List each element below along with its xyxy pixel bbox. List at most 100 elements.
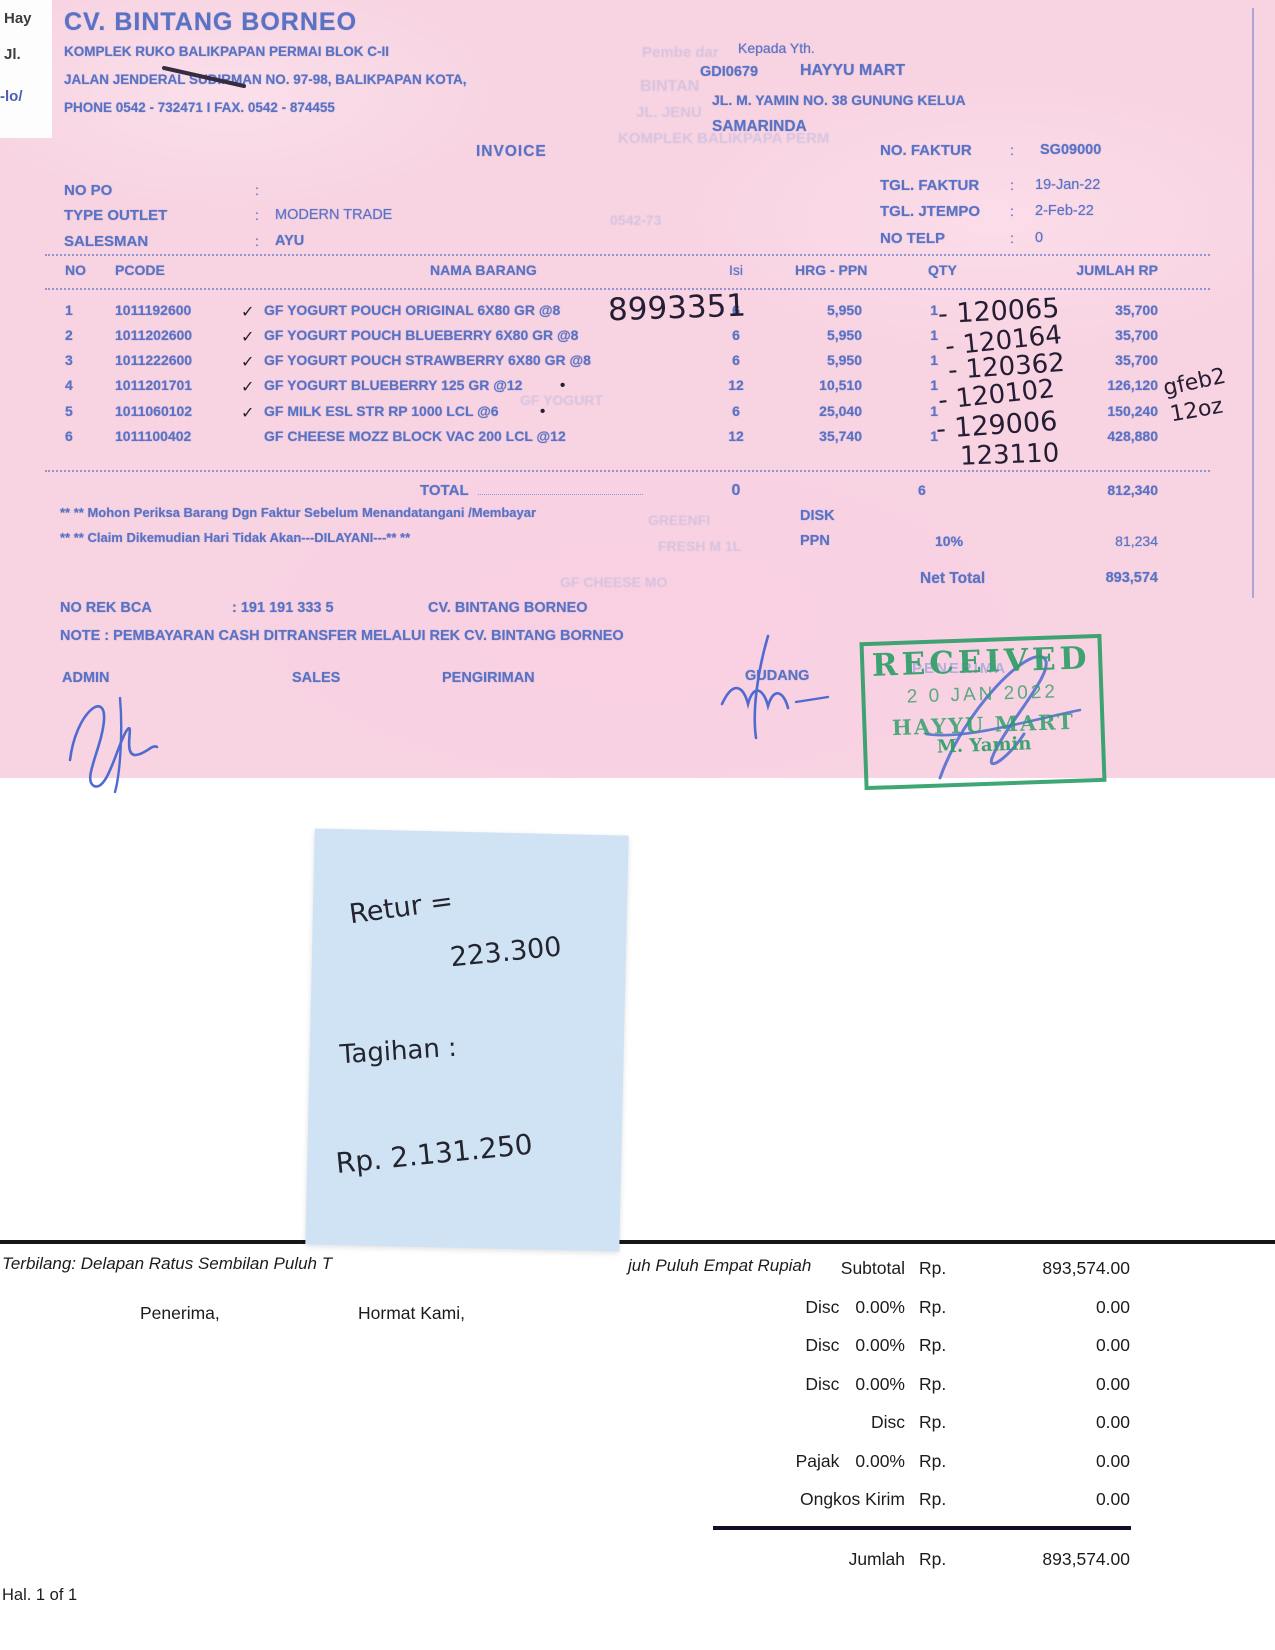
tgl-faktur-value: 19-Jan-22 [1035,177,1101,193]
item-amount: 126,120 [1107,377,1158,393]
invoice-sheet [0,0,1275,778]
gudang-signature [720,634,830,740]
summary-row: Subtotal Rp. 893,574.00 [620,1258,1130,1279]
item-isi: 12 [728,428,744,444]
separator: : [255,207,259,223]
col-header-qty: QTY [928,262,957,278]
summary-pct: 0.00% [855,1297,905,1317]
summary-row: Disc 0.00% Rp. 0.00 [620,1335,1130,1356]
note-line-2: ** ** Claim Dikemudian Hari Tidak Akan--… [60,530,411,545]
penerima-label: Penerima, [140,1303,220,1323]
item-row: 1 1011192600 ✓ GF YOGURT POUCH ORIGINAL … [0,302,1275,326]
sign-label-gudang: GUDANG [745,668,810,684]
terbilang-left: Terbilang: Delapan Ratus Sembilan Puluh … [2,1254,333,1273]
received-stamp: RECEIVED 2 0 JAN 2022 HAYYU MART M. Yami… [859,633,1107,791]
item-pcode: 1011192600 [115,302,192,318]
note-line-1: ** ** Mohon Periksa Barang Dgn Faktur Se… [60,505,537,520]
company-address-3: PHONE 0542 - 732471 I FAX. 0542 - 874455 [64,100,335,115]
rule [45,288,1210,290]
total-amount: 812,340 [1107,482,1158,498]
type-outlet-value: MODERN TRADE [275,207,393,223]
separator: : [1010,142,1014,158]
pen-checkmark: ✓ [241,405,255,422]
item-no: 2 [65,327,73,343]
item-name: GF CHEESE MOZZ BLOCK VAC 200 LCL @12 [264,428,566,444]
item-price: 5,950 [826,302,862,318]
note-tagihan-label: Tagihan : [338,1032,458,1071]
salesman-value: AYU [275,233,305,249]
currency-label: Rp. [919,1258,947,1278]
summary-label: Disc [870,1412,905,1432]
item-name: GF YOGURT POUCH ORIGINAL 6X80 GR @8 [264,302,561,318]
separator-line [0,1240,1275,1244]
terbilang-right: juh Puluh Empat Rupiah [628,1256,812,1275]
total-qty: 6 [918,482,926,498]
ghost-text: GREENFI [648,512,711,528]
item-amount: 428,880 [1107,428,1158,444]
ppn-percent: 10% [935,533,964,549]
item-price: 25,040 [819,403,862,419]
tgl-faktur-label: TGL. FAKTUR [880,177,980,194]
ghost-text: KOMPLEK BALIKPAPA PERM [618,130,830,147]
currency-label: Rp. [919,1335,947,1355]
ghost-text: GF CHEESE MO [560,574,668,590]
summary-pct: 0.00% [855,1335,905,1355]
tgl-jtempo-label: TGL. JTEMPO [880,203,981,220]
payment-note: NOTE : PEMBAYARAN CASH DITRANSFER MELALU… [60,628,624,644]
salesman-label: SALESMAN [64,233,149,250]
item-pcode: 1011202600 [115,327,193,343]
item-price: 5,950 [826,327,862,343]
edge-fragment: Hay [4,10,32,27]
currency-label: Rp. [919,1412,947,1432]
separator: : [1010,230,1014,246]
company-address-2: JALAN JENDERAL SUDIRMAN NO. 97-98, BALIK… [64,72,467,87]
company-name: CV. BINTANG BORNEO [64,8,358,36]
handwritten-code: 123110 [959,438,1060,472]
item-row: 5 1011060102 ✓ GF MILK ESL STR RP 1000 L… [0,403,1275,427]
stamp-date: 2 0 JAN 2022 [906,681,1059,708]
item-qty: 1 [930,327,938,343]
invoice-title: INVOICE [476,143,547,160]
col-header-isi: Isi [729,262,743,278]
rule [45,254,1210,256]
col-header-hrg: HRG - PPN [795,262,868,278]
item-pcode: 1011222600 [115,352,193,368]
pen-checkmark: ✓ [241,304,255,321]
pen-checkmark: ✓ [241,379,255,396]
summary-row: Disc Rp. 0.00 [620,1412,1130,1433]
recipient-label: Kepada Yth. [738,40,815,56]
item-no: 4 [65,377,73,393]
note-tagihan-amount: Rp. 2.131.250 [334,1127,535,1181]
item-row: 2 1011202600 ✓ GF YOGURT POUCH BLUEBERRY… [0,327,1275,351]
note-retur-label: Retur = [347,885,455,931]
ghost-text: JL. JENU [636,104,702,121]
col-header-nama: NAMA BARANG [430,262,537,278]
summary-amount: 0.00 [1095,1451,1130,1471]
currency-label: Rp. [919,1297,947,1317]
item-no: 1 [65,302,73,318]
separator: : [255,182,259,198]
item-row: 6 1011100402 GF CHEESE MOZZ BLOCK VAC 20… [0,428,1275,452]
recipient-street: JL. M. YAMIN NO. 38 GUNUNG KELUA [712,92,966,108]
bank-holder: CV. BINTANG BORNEO [428,600,588,616]
recipient-name: HAYYU MART [800,62,906,79]
item-name: GF YOGURT BLUEBERRY 125 GR @12 [264,377,523,393]
summary-row: Disc 0.00% Rp. 0.00 [620,1297,1130,1318]
ppn-amount: 81,234 [1115,533,1158,549]
note-retur-amount: 223.300 [448,931,563,974]
bank-account: : 191 191 333 5 [232,600,334,616]
pen-dot: • [540,403,546,420]
summary-label: Disc [805,1374,840,1394]
stamp-store: HAYYU MART [891,708,1076,741]
item-pcode: 1011201701 [115,377,193,393]
no-po-label: NO PO [64,182,113,199]
ghost-text: BINTAN [640,78,700,95]
item-isi: 6 [732,302,740,318]
ppn-label: PPN [800,533,830,549]
rule [45,470,1210,472]
item-name: GF YOGURT POUCH STRAWBERRY 6X80 GR @8 [264,352,591,368]
ghost-text: 0542-73 [610,212,662,228]
admin-signature [68,696,159,794]
summary-amount: 0.00 [1095,1335,1130,1355]
